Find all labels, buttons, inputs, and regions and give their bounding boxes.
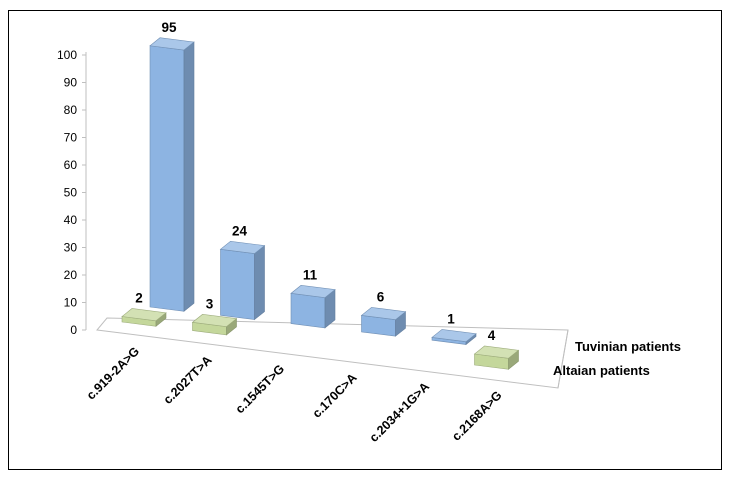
- data-label-tuvinian-patients-2: 24: [232, 223, 248, 238]
- bar-tuvinian-patients-3-top: [290, 285, 336, 298]
- bar-tuvinian-patients-4-top: [360, 307, 407, 320]
- data-label-tuvinian-patients-5: 1: [447, 311, 455, 326]
- bar-tuvinian-patients-2-top: [219, 240, 266, 254]
- x-tick-label: c.2027T>A: [161, 353, 215, 407]
- bar-tuvinian-patients-5-top: [431, 329, 477, 343]
- x-tick-label: c.919-2A>G: [84, 344, 142, 402]
- y-tick-label: 20: [64, 268, 78, 282]
- x-tick-label: c.170C>A: [310, 371, 360, 421]
- bar-tuvinian-patients-1-side: [183, 41, 195, 312]
- series-label-tuvinian-patients: Tuvinian patients: [575, 339, 681, 354]
- y-tick-label: 0: [70, 323, 77, 337]
- y-tick-label: 50: [64, 186, 78, 200]
- x-tick-label: c.2168A>G: [449, 388, 504, 443]
- y-tick-label: 60: [64, 158, 78, 172]
- y-tick-label: 70: [64, 131, 78, 145]
- x-tick-label: c.1545T>G: [233, 362, 287, 416]
- y-tick-label: 40: [64, 213, 78, 227]
- bar-altaian-patients-1-top: [121, 308, 167, 322]
- data-label-altaian-patients-2: 3: [206, 296, 214, 311]
- y-tick-label: 30: [64, 241, 78, 255]
- bar-tuvinian-patients-2-front: [220, 248, 255, 320]
- bar-tuvinian-patients-2-side: [254, 244, 265, 321]
- bar-tuvinian-patients-3-front: [290, 293, 326, 329]
- data-label-tuvinian-patients-4: 6: [377, 289, 385, 304]
- y-tick-label: 10: [64, 296, 78, 310]
- series-label-altaian-patients: Altaian patients: [553, 363, 650, 378]
- bar-altaian-patients-2-top: [191, 314, 238, 327]
- y-tick-label: 100: [57, 48, 77, 62]
- bar-tuvinian-patients-1-top: [149, 37, 195, 51]
- chart-frame: [8, 10, 722, 470]
- y-tick-label: 90: [64, 76, 78, 90]
- y-tick-label: 80: [64, 103, 78, 117]
- x-tick-label: c.2034+1G>A: [367, 379, 432, 444]
- bar-tuvinian-patients-1-front: [149, 45, 185, 312]
- data-label-altaian-patients-6: 4: [488, 328, 496, 343]
- data-label-altaian-patients-1: 2: [135, 291, 143, 306]
- bar-altaian-patients-6-top: [473, 345, 520, 359]
- depth-axis-line: [557, 329, 569, 389]
- data-label-tuvinian-patients-1: 95: [161, 20, 177, 35]
- data-label-tuvinian-patients-3: 11: [303, 267, 318, 282]
